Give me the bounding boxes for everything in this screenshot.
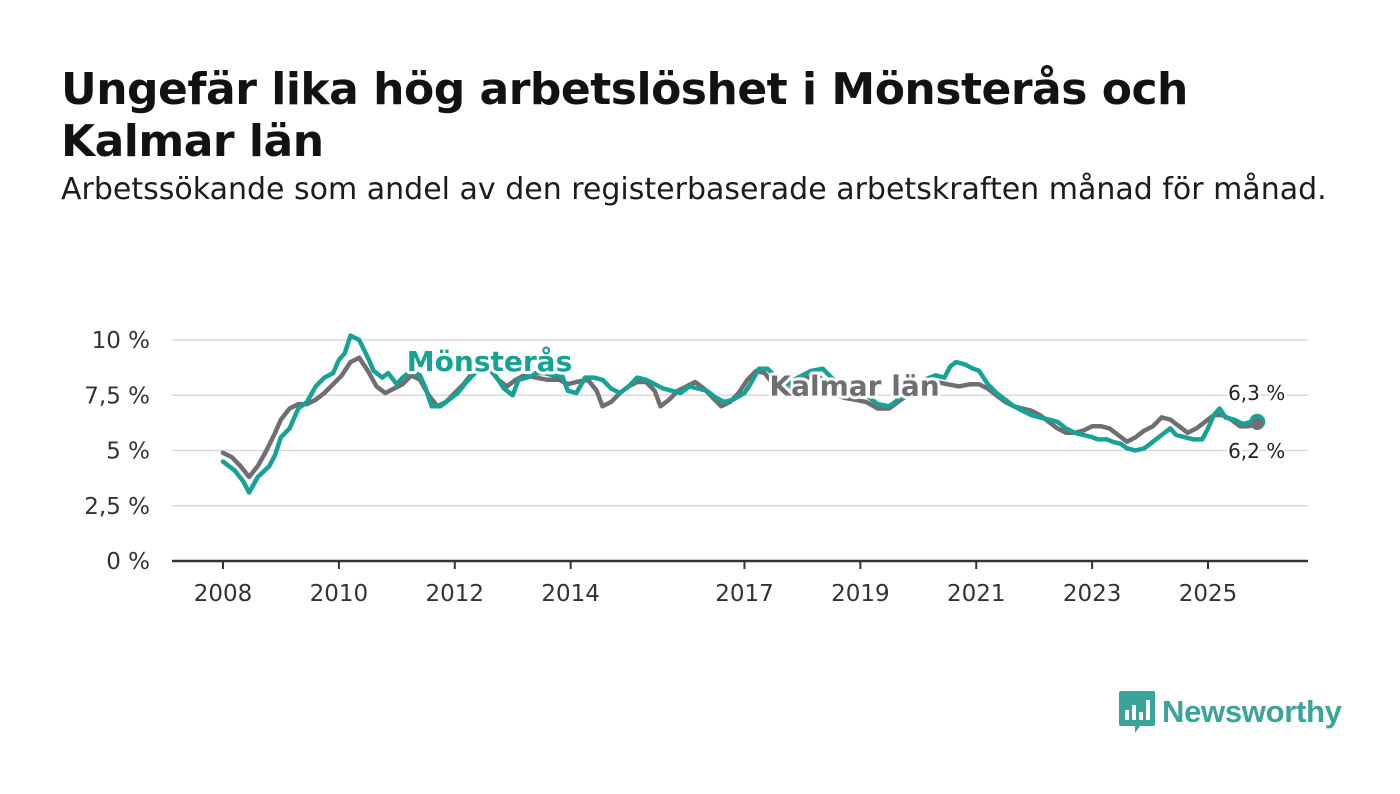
y-tick-label: 5 % bbox=[106, 439, 150, 465]
end-point-kalmar-lan bbox=[1251, 417, 1264, 430]
y-tick-label: 10 % bbox=[92, 328, 150, 354]
end-value-label-monsteras: 6,3 % bbox=[1228, 381, 1285, 405]
x-axis-ticks: 2008 2010 2012 2014 2017 2019 2021 2023 2025 bbox=[194, 561, 1238, 607]
series-label-kalmar-lan: Kalmar län bbox=[769, 369, 939, 402]
y-axis-ticks: 0 % 2,5 % 5 % 7,5 % 10 % bbox=[84, 328, 150, 575]
series-line-monsteras bbox=[220, 333, 1260, 495]
bar-chart-speech-bubble-icon bbox=[1119, 691, 1155, 733]
brand-name: Newsworthy bbox=[1162, 694, 1342, 729]
x-tick-label: 2019 bbox=[831, 581, 890, 607]
series-labels: Mönsterås Kalmar län 6,3 % 6,2 % bbox=[404, 342, 1288, 466]
newsworthy-logo: Newsworthy bbox=[1118, 690, 1342, 734]
x-tick-label: 2017 bbox=[715, 581, 774, 607]
x-tick-label: 2014 bbox=[541, 581, 600, 607]
x-tick-label: 2025 bbox=[1179, 581, 1238, 607]
y-tick-label: 7,5 % bbox=[84, 383, 150, 409]
x-tick-label: 2012 bbox=[425, 581, 484, 607]
chart-title: Ungefär lika hög arbetslöshet i Mönsterå… bbox=[61, 64, 1188, 167]
x-tick-label: 2021 bbox=[947, 581, 1006, 607]
end-value-label-kalmar-lan: 6,2 % bbox=[1228, 439, 1285, 463]
series-lines bbox=[220, 333, 1266, 495]
x-tick-label: 2023 bbox=[1063, 581, 1122, 607]
y-tick-label: 2,5 % bbox=[84, 494, 150, 520]
x-tick-label: 2008 bbox=[194, 581, 253, 607]
y-tick-label: 0 % bbox=[106, 549, 150, 575]
x-tick-label: 2010 bbox=[310, 581, 369, 607]
chart-subtitle: Arbetssökande som andel av den registerb… bbox=[61, 172, 1327, 207]
series-line-kalmar-lan bbox=[220, 355, 1260, 480]
series-label-monsteras: Mönsterås bbox=[407, 345, 572, 378]
